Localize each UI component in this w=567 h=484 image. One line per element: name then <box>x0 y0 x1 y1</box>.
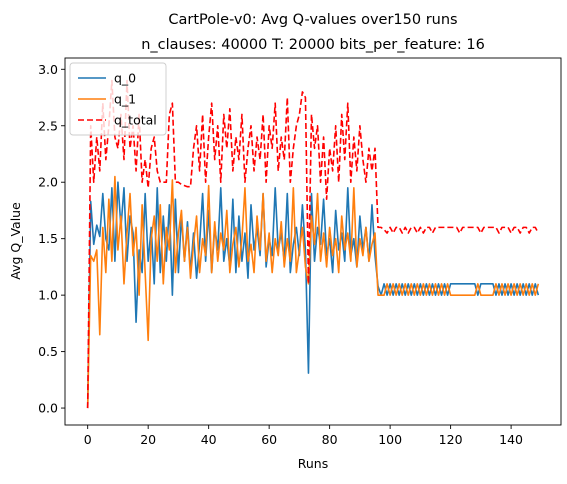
chart-subtitle: n_clauses: 40000 T: 20000 bits_per_featu… <box>141 37 485 53</box>
y-tick-label: 1.0 <box>38 288 58 303</box>
legend-label-q-total: q_total <box>114 113 157 128</box>
axes-frame <box>64 57 562 426</box>
series-layer <box>86 79 540 409</box>
y-tick-label: 2.0 <box>38 175 58 190</box>
legend-box <box>69 62 167 136</box>
x-tick-label: 0 <box>84 432 92 447</box>
y-axis: 0.0 0.5 1.0 1.5 2.0 2.5 3.0 <box>38 62 65 416</box>
legend-label-q-1: q_1 <box>114 92 136 107</box>
y-tick-label: 3.0 <box>38 62 58 77</box>
y-tick-label: 0.5 <box>38 344 58 359</box>
x-axis: 0 20 40 60 80 100 120 140 <box>84 425 523 447</box>
x-tick-label: 60 <box>261 432 277 447</box>
legend-label-q-0: q_0 <box>114 71 136 86</box>
series-line-q-1 <box>86 175 540 409</box>
y-axis-label: Avg Q_Value <box>8 202 23 280</box>
y-tick-label: 2.5 <box>38 118 58 133</box>
x-tick-label: 40 <box>201 432 217 447</box>
x-tick-label: 120 <box>439 432 463 447</box>
x-tick-label: 100 <box>378 432 402 447</box>
y-tick-label: 0.0 <box>38 401 58 416</box>
x-tick-label: 20 <box>140 432 156 447</box>
x-tick-label: 80 <box>322 432 338 447</box>
x-tick-label: 140 <box>499 432 523 447</box>
legend: q_0 q_1 q_total <box>69 62 167 136</box>
y-tick-label: 1.5 <box>38 231 58 246</box>
x-axis-label: Runs <box>298 456 328 471</box>
series-line-q-total <box>86 79 540 409</box>
chart-title: CartPole-v0: Avg Q-values over150 runs <box>168 12 457 28</box>
